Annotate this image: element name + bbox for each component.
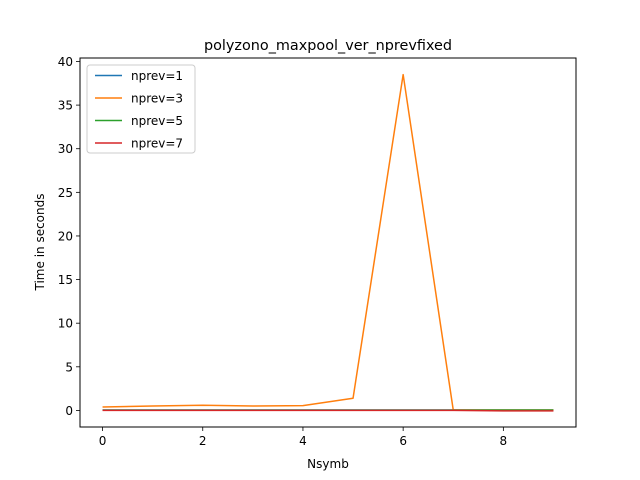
y-tick-label: 0 <box>65 404 73 418</box>
chart-title: polyzono_maxpool_ver_nprevfixed <box>204 38 452 54</box>
x-tick-label: 2 <box>199 434 207 448</box>
plot-area <box>102 73 554 412</box>
legend-label: nprev=7 <box>131 137 183 151</box>
y-tick-label: 5 <box>65 360 73 374</box>
y-tick-label: 35 <box>58 99 73 113</box>
x-axis-label: Nsymb <box>307 457 349 471</box>
y-tick-label: 10 <box>58 317 73 331</box>
x-tick-label: 4 <box>299 434 307 448</box>
y-axis-label: Time in seconds <box>33 194 47 292</box>
x-tick-label: 0 <box>99 434 107 448</box>
legend-label: nprev=5 <box>131 114 183 128</box>
y-tick-label: 30 <box>58 142 73 156</box>
y-tick-label: 20 <box>58 229 73 243</box>
x-tick-label: 8 <box>500 434 508 448</box>
y-tick-label: 40 <box>58 55 73 69</box>
x-axis: 0 2 4 6 8 <box>99 427 507 448</box>
legend: nprev=1 nprev=3 nprev=5 nprev=7 <box>86 64 196 154</box>
legend-label: nprev=1 <box>131 69 183 83</box>
y-tick-label: 15 <box>58 273 73 287</box>
legend-box <box>86 64 196 154</box>
y-tick-label: 25 <box>58 186 73 200</box>
y-axis: 0 5 10 15 20 25 30 35 40 <box>58 55 80 418</box>
x-tick-label: 6 <box>399 434 407 448</box>
axes-frame <box>79 57 577 428</box>
legend-label: nprev=3 <box>131 92 183 106</box>
